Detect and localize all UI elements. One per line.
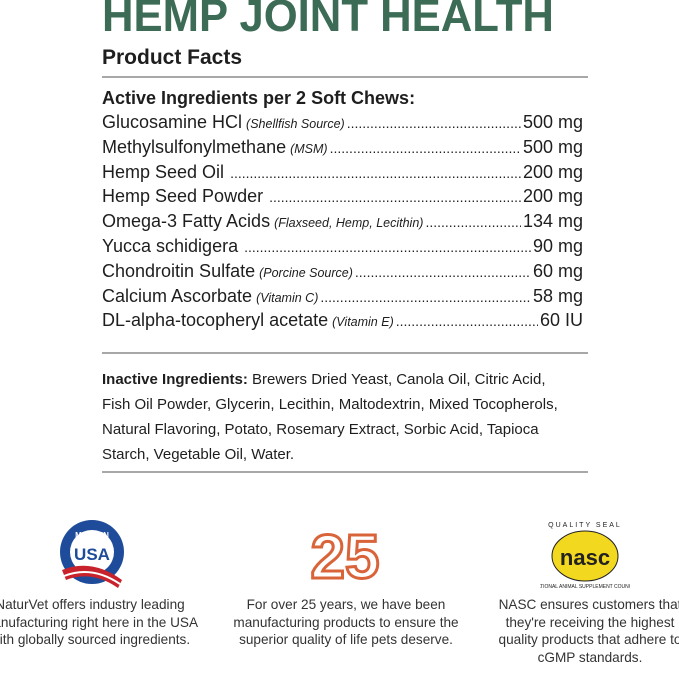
ingredient-amount: 90 mg [532,235,583,256]
nasc-quality-seal-icon: QUALITY SEAL nasc NATIONAL ANIMAL SUPPLE… [540,522,630,590]
ingredient-note: (Vitamin E) [332,315,394,330]
ingredient-name: Methylsulfonylmethane [102,136,287,157]
ingredient-row: Hemp Seed Oil 200 mg [102,162,583,187]
ingredient-note: (Shellfish Source) [246,117,345,131]
dot-leader [230,165,521,181]
ingredient-amount: 500 mg [522,112,583,132]
ingredient-amount: 58 mg [532,285,583,306]
ingredient-row: Calcium Ascorbate(Vitamin C) 58 mg [102,286,583,311]
ingredient-name: Yucca schidigera [102,235,239,256]
ingredient-note: (Porcine Source) [259,265,353,280]
ingredient-amount: 60 IU [539,310,583,331]
divider [102,352,588,354]
svg-text:NATIONAL ANIMAL SUPPLEMENT COU: NATIONAL ANIMAL SUPPLEMENT COUNCIL [540,584,630,590]
dot-leader [244,239,531,255]
svg-text:QUALITY SEAL: QUALITY SEAL [548,522,622,529]
ingredient-row: Chondroitin Sulfate(Porcine Source) 60 mg [102,261,583,286]
ingredient-note: (MSM) [290,141,328,156]
svg-text:nasc: nasc [560,545,610,570]
ingredient-name: DL-alpha-tocopheryl acetate [102,310,329,331]
usa-description: NaturVet offers industry leading manufac… [0,597,199,647]
dot-leader [347,115,521,131]
ingredient-name: Calcium Ascorbate [102,285,253,306]
inactive-label: Inactive Ingredients: [102,371,248,388]
dot-leader [320,289,531,305]
ingredient-row: Hemp Seed Powder 200 mg [102,186,583,211]
ingredient-amount: 60 mg [532,260,583,281]
inactive-ingredients: Inactive Ingredients: Brewers Dried Yeas… [102,367,562,467]
product-title: HEMP JOINT HEALTH [102,0,554,41]
ingredient-name: Hemp Seed Oil [102,161,225,182]
ingredient-row: Glucosamine HCl(Shellfish Source) 500 mg [102,112,583,137]
active-ingredients-heading: Active Ingredients per 2 Soft Chews: [102,88,416,108]
25-years-description: For over 25 years, we have been manufact… [233,597,459,647]
ingredient-row: DL-alpha-tocopheryl acetate(Vitamin E) 60… [102,310,583,335]
nasc-description: NASC ensures customers that they're rece… [498,597,679,665]
inactive-text: Brewers Dried Yeast, Canola Oil, Citric … [102,371,558,463]
dot-leader [330,140,521,156]
ingredient-amount: 200 mg [522,161,583,182]
ingredient-row: Yucca schidigera 90 mg [102,236,583,261]
dot-leader [355,264,531,280]
ingredient-name: Glucosamine HCl [102,112,243,132]
ingredient-amount: 134 mg [522,211,583,232]
svg-text:USA: USA [74,545,110,564]
dot-leader [396,313,538,329]
ingredient-note: (Vitamin C) [256,290,319,305]
25-years-logo-icon: 25 [310,522,380,589]
dot-leader [269,189,521,205]
ingredient-amount: 500 mg [522,136,583,157]
ingredient-amount: 200 mg [522,186,583,207]
dot-leader [425,214,521,230]
ingredient-name: Chondroitin Sulfate [102,260,256,281]
ingredient-note: (Flaxseed, Hemp, Lecithin) [274,216,424,231]
svg-text:MADE IN: MADE IN [75,531,109,540]
made-in-usa-badge-icon: MADE IN USA [60,520,124,588]
svg-text:25: 25 [311,523,380,588]
divider [102,76,588,78]
ingredient-row: Omega-3 Fatty Acids (Flaxseed, Hemp, Leci… [102,211,583,236]
active-ingredients-list: Glucosamine HCl(Shellfish Source)500 mgM… [102,112,583,335]
product-facts-heading: Product Facts [102,46,243,69]
divider [102,471,588,473]
ingredient-name: Hemp Seed Powder [102,186,264,207]
ingredient-name: Omega-3 Fatty Acids [102,211,271,232]
ingredient-row: Methylsulfonylmethane(MSM) 500 mg [102,137,583,162]
